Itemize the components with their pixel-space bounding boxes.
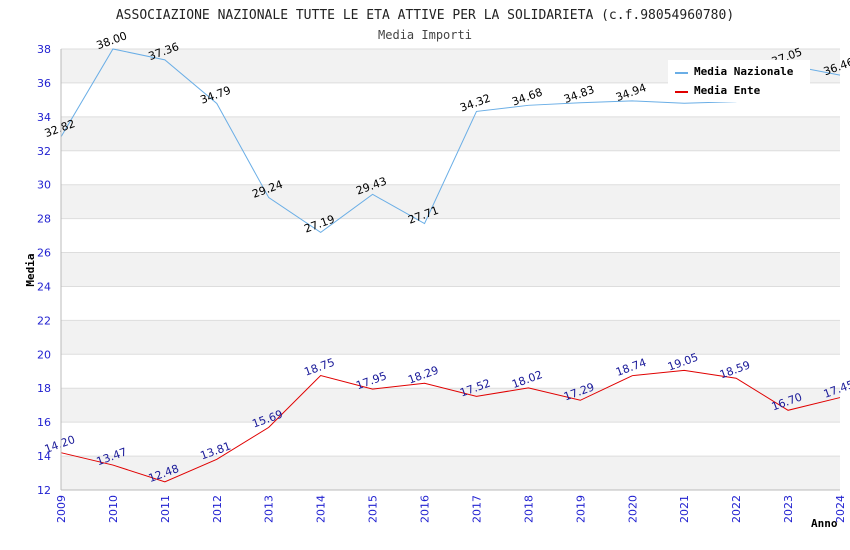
y-tick-labels: 12 14 16 18 20 22 24 26 28 30 32 34 36 38 xyxy=(37,43,51,497)
y-tick-label: 28 xyxy=(37,213,51,226)
legend-label-nazionale: Media Nazionale xyxy=(694,65,794,78)
legend-box xyxy=(668,60,810,102)
y-tick-label: 36 xyxy=(37,77,51,90)
x-tick-labels: 2009 2010 2011 2012 2013 2014 2015 2016 2017 2018… xyxy=(55,495,847,523)
x-tick-label: 2021 xyxy=(678,495,691,523)
y-tick-label: 12 xyxy=(37,484,51,497)
grid-band xyxy=(61,252,840,287)
y-axis-label: Media xyxy=(24,253,37,286)
x-tick-label: 2020 xyxy=(626,495,639,523)
x-tick-label: 2012 xyxy=(211,495,224,523)
x-tick-label: 2019 xyxy=(574,495,587,523)
y-tick-label: 14 xyxy=(37,450,51,463)
grid-band xyxy=(61,218,840,253)
legend: Media Nazionale Media Ente xyxy=(668,60,810,102)
x-tick-label: 2009 xyxy=(55,495,68,523)
series-line-nazionale xyxy=(60,48,841,233)
y-tick-label: 18 xyxy=(37,382,51,395)
y-tick-label: 24 xyxy=(37,280,51,293)
series-lines xyxy=(60,48,841,483)
y-tick-label: 38 xyxy=(37,43,51,56)
axes xyxy=(60,49,840,491)
grid-lines xyxy=(61,48,840,491)
x-tick-label: 2013 xyxy=(263,495,276,523)
series-line-ente xyxy=(60,369,841,483)
y-tick-label: 20 xyxy=(37,348,51,361)
y-tick-label: 16 xyxy=(37,416,51,429)
chart-subtitle: Media Importi xyxy=(378,28,472,42)
grid-band xyxy=(61,354,840,389)
x-tick-label: 2010 xyxy=(107,495,120,523)
grid-band xyxy=(61,456,840,490)
x-tick-label: 2018 xyxy=(522,495,535,523)
y-tick-label: 34 xyxy=(37,111,51,124)
legend-label-ente: Media Ente xyxy=(694,84,761,97)
grid-band xyxy=(61,320,840,355)
x-tick-label: 2022 xyxy=(730,495,743,523)
x-tick-label: 2016 xyxy=(419,495,432,523)
x-tick-label: 2017 xyxy=(470,495,483,523)
x-tick-label: 2024 xyxy=(834,495,847,523)
grid-band xyxy=(61,286,840,321)
grid-band xyxy=(61,184,840,219)
x-tick-label: 2011 xyxy=(159,495,172,523)
x-axis-label: Anno xyxy=(811,517,838,530)
y-tick-label: 32 xyxy=(37,145,51,158)
y-tick-label: 26 xyxy=(37,247,51,260)
grid-band xyxy=(61,422,840,457)
grid-bands xyxy=(61,49,840,490)
x-tick-label: 2015 xyxy=(367,495,380,523)
chart-title: ASSOCIAZIONE NAZIONALE TUTTE LE ETA ATTI… xyxy=(116,8,734,23)
y-tick-label: 30 xyxy=(37,179,51,192)
grid-band xyxy=(61,116,840,151)
grid-band xyxy=(61,388,840,423)
x-tick-label: 2014 xyxy=(315,495,328,523)
y-tick-label: 22 xyxy=(37,314,51,327)
x-tick-label: 2023 xyxy=(782,495,795,523)
